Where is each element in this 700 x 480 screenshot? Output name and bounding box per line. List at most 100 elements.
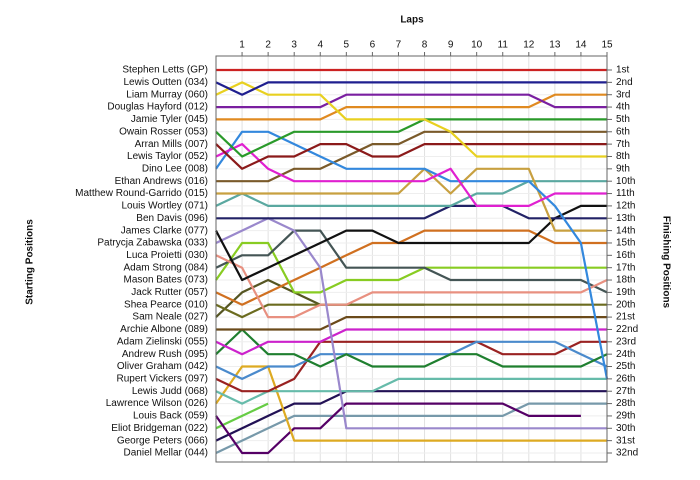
start-label: Luca Proietti (030): [126, 250, 208, 261]
start-label: Ethan Andrews (016): [115, 176, 208, 187]
finish-label: 32nd: [616, 448, 638, 459]
finish-label: 9th: [616, 163, 630, 174]
finish-label: 20th: [616, 299, 635, 310]
finish-label: 4th: [616, 102, 630, 113]
series-line: [216, 93, 607, 109]
x-axis-title: Laps: [400, 15, 424, 26]
start-label: Eliot Bridgeman (022): [111, 423, 208, 434]
x-tick-label: 5: [344, 40, 350, 51]
x-tick-label: 7: [396, 40, 402, 51]
finish-label: 21st: [616, 312, 635, 323]
finish-label: 26th: [616, 374, 635, 385]
start-label: Lewis Judd (068): [132, 386, 208, 397]
y-axis-title: Starting Positions: [25, 219, 36, 305]
finish-label: 27th: [616, 386, 635, 397]
finish-label: 25th: [616, 361, 635, 372]
start-label: Arran Mills (007): [135, 139, 208, 150]
series-line: [215, 180, 607, 207]
start-label: Dino Lee (008): [142, 163, 208, 174]
series-line: [215, 229, 607, 306]
finish-label: 5th: [616, 114, 630, 125]
series-line: [215, 217, 607, 430]
series-line: [215, 377, 607, 405]
start-label: Andrew Rush (095): [122, 349, 208, 360]
finish-label: 16th: [616, 250, 635, 261]
x-tick-label: 3: [291, 40, 297, 51]
series-line: [215, 229, 608, 294]
x-tick-label: 13: [549, 40, 561, 51]
start-label: Louis Back (059): [133, 411, 208, 422]
start-label: James Clarke (077): [121, 225, 208, 236]
start-label: Douglas Hayford (012): [107, 102, 208, 113]
start-label: Ben Davis (096): [136, 213, 208, 224]
finish-label: 10th: [616, 176, 635, 187]
finish-label: 30th: [616, 423, 635, 434]
series-line: [215, 402, 607, 454]
series-line: [215, 118, 607, 158]
series-lines: [215, 68, 609, 455]
plot-frame: [215, 55, 608, 463]
x-tick-label: 15: [601, 40, 613, 51]
series-line: [215, 402, 581, 455]
start-label: Adam Zielinski (055): [117, 336, 208, 347]
finish-label: 8th: [616, 151, 630, 162]
series-line: [215, 390, 607, 442]
start-label: Oliver Graham (042): [117, 361, 208, 372]
x-tick-label: 10: [471, 40, 483, 51]
finish-label: 23rd: [616, 336, 636, 347]
start-label: Sam Neale (027): [132, 312, 208, 323]
series-line: [216, 204, 607, 220]
finish-label: 15th: [616, 238, 635, 249]
start-label: Patrycja Zabawska (033): [97, 238, 208, 249]
start-label: Shea Pearce (010): [124, 299, 208, 310]
start-label: Lewis Outten (034): [124, 77, 209, 88]
series-line: [216, 316, 607, 331]
start-label: Liam Murray (060): [126, 89, 208, 100]
series-line: [215, 241, 607, 294]
x-tick-label: 11: [498, 40, 509, 51]
start-label: George Peters (066): [117, 435, 208, 446]
finish-label: 6th: [616, 126, 630, 137]
start-label: Stephen Letts (GP): [122, 65, 208, 76]
finish-label: 11th: [616, 188, 635, 199]
finish-label: 31st: [616, 435, 635, 446]
start-label: Rupert Vickers (097): [116, 374, 208, 385]
finish-label: 3rd: [616, 89, 630, 100]
series-line: [215, 81, 607, 158]
series-line: [215, 143, 607, 170]
start-label: Archie Albone (089): [120, 324, 208, 335]
finish-label: 12th: [616, 201, 635, 212]
x-tick-label: 2: [265, 40, 271, 51]
x-tick-label: 8: [422, 40, 428, 51]
finish-label: 19th: [616, 287, 635, 298]
finish-label: 2nd: [616, 77, 633, 88]
finish-label: 1st: [616, 65, 630, 76]
x-tick-label: 4: [317, 40, 323, 51]
start-label: Mason Bates (073): [124, 275, 209, 286]
start-label: Jamie Tyler (045): [131, 114, 208, 125]
start-label: Owain Rosser (053): [119, 126, 208, 137]
x-tick-label: 14: [575, 40, 587, 51]
series-line: [215, 303, 607, 319]
start-label: Louis Wortley (071): [121, 201, 208, 212]
y2-axis-title: Finishing Positions: [660, 216, 671, 309]
finish-label: 18th: [616, 275, 635, 286]
series-line: [215, 254, 608, 319]
series-line: [215, 340, 608, 380]
start-label: Jack Rutter (057): [131, 287, 208, 298]
finish-label: 24th: [616, 349, 635, 360]
start-label: Adam Strong (084): [124, 262, 209, 273]
series-line: [215, 81, 607, 96]
x-tick-label: 9: [448, 40, 454, 51]
finish-label: 29th: [616, 411, 635, 422]
series-line: [215, 204, 607, 282]
finish-label: 13th: [616, 213, 635, 224]
x-tick-label: 12: [523, 40, 535, 51]
finish-label: 28th: [616, 398, 635, 409]
series-line: [215, 340, 607, 393]
x-tick-label: 6: [370, 40, 376, 51]
finish-label: 14th: [616, 225, 635, 236]
series-line: [215, 365, 607, 442]
